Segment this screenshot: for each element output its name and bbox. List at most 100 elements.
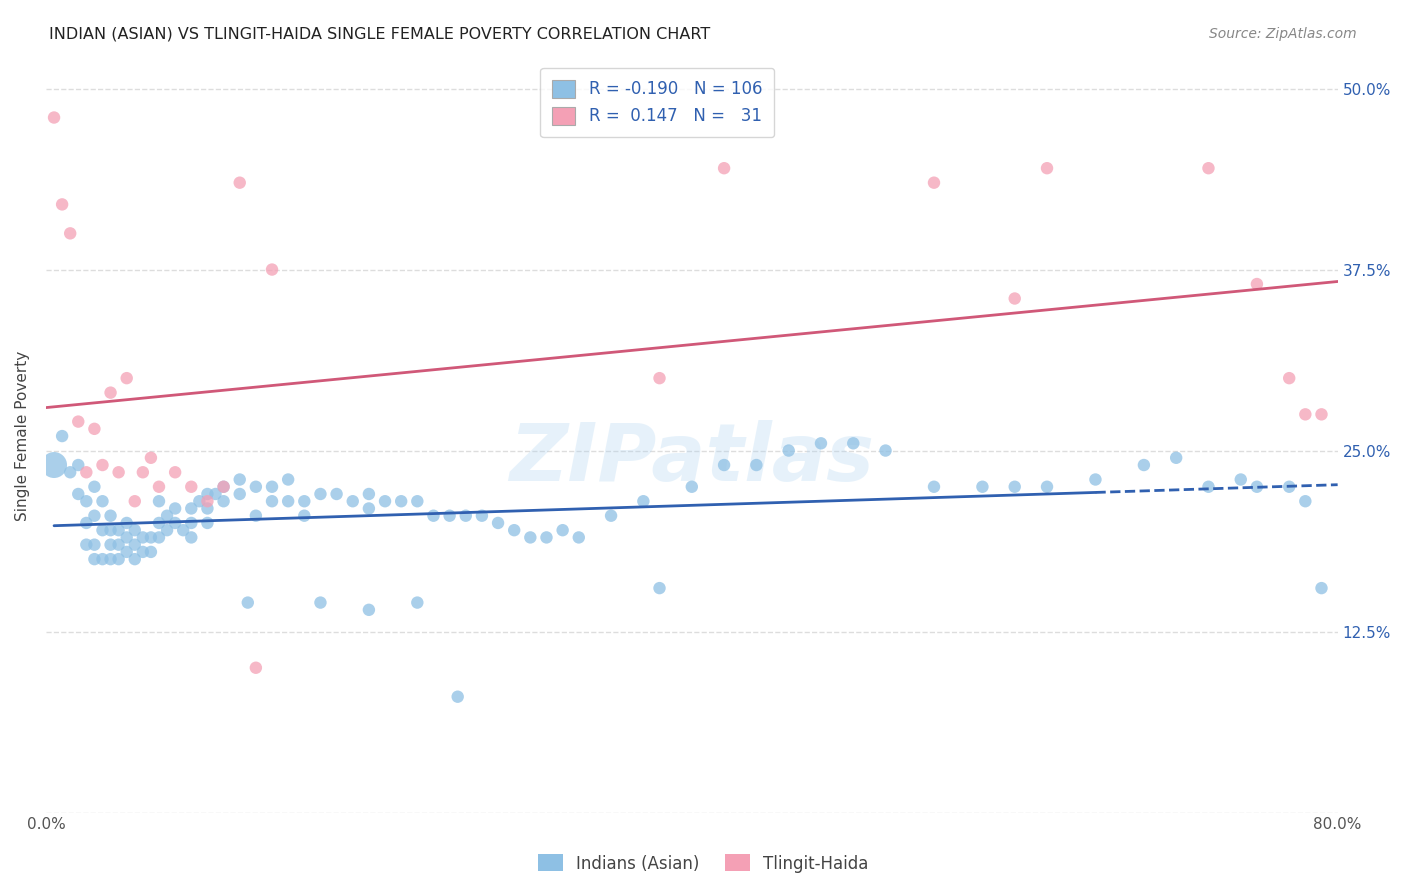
- Legend: R = -0.190   N = 106, R =  0.147   N =   31: R = -0.190 N = 106, R = 0.147 N = 31: [540, 68, 773, 137]
- Point: [260, 262, 283, 277]
- Point: [389, 494, 412, 508]
- Point: [1198, 480, 1220, 494]
- Text: Source: ZipAtlas.com: Source: ZipAtlas.com: [1209, 27, 1357, 41]
- Point: [67, 487, 90, 501]
- Point: [83, 538, 105, 552]
- Point: [180, 501, 202, 516]
- Point: [75, 494, 97, 508]
- Point: [778, 443, 800, 458]
- Point: [357, 487, 380, 501]
- Point: [503, 523, 526, 537]
- Point: [713, 458, 735, 472]
- Point: [1036, 480, 1059, 494]
- Point: [42, 458, 65, 472]
- Point: [124, 552, 146, 566]
- Point: [568, 530, 591, 544]
- Point: [156, 523, 179, 537]
- Point: [228, 487, 250, 501]
- Point: [1294, 494, 1316, 508]
- Point: [75, 538, 97, 552]
- Point: [633, 494, 655, 508]
- Point: [1310, 581, 1333, 595]
- Point: [148, 480, 170, 494]
- Point: [148, 494, 170, 508]
- Point: [59, 465, 82, 479]
- Point: [107, 523, 129, 537]
- Point: [91, 523, 114, 537]
- Point: [1278, 480, 1301, 494]
- Point: [1133, 458, 1156, 472]
- Point: [188, 494, 211, 508]
- Point: [1229, 473, 1251, 487]
- Point: [648, 371, 671, 385]
- Point: [139, 450, 162, 465]
- Point: [67, 458, 90, 472]
- Point: [245, 480, 267, 494]
- Point: [124, 523, 146, 537]
- Point: [204, 487, 226, 501]
- Point: [277, 494, 299, 508]
- Point: [197, 501, 219, 516]
- Point: [309, 596, 332, 610]
- Point: [83, 508, 105, 523]
- Point: [83, 552, 105, 566]
- Point: [228, 176, 250, 190]
- Point: [325, 487, 347, 501]
- Point: [447, 690, 470, 704]
- Point: [236, 596, 259, 610]
- Point: [197, 494, 219, 508]
- Point: [260, 480, 283, 494]
- Point: [519, 530, 541, 544]
- Point: [100, 508, 122, 523]
- Point: [245, 661, 267, 675]
- Point: [309, 487, 332, 501]
- Point: [810, 436, 832, 450]
- Point: [51, 197, 73, 211]
- Point: [228, 473, 250, 487]
- Y-axis label: Single Female Poverty: Single Female Poverty: [15, 351, 30, 521]
- Point: [91, 494, 114, 508]
- Point: [1166, 450, 1188, 465]
- Point: [342, 494, 364, 508]
- Point: [454, 508, 477, 523]
- Point: [107, 538, 129, 552]
- Point: [139, 545, 162, 559]
- Point: [132, 545, 155, 559]
- Point: [115, 545, 138, 559]
- Point: [83, 422, 105, 436]
- Point: [59, 227, 82, 241]
- Point: [180, 516, 202, 530]
- Point: [374, 494, 396, 508]
- Point: [357, 501, 380, 516]
- Point: [922, 176, 945, 190]
- Point: [277, 473, 299, 487]
- Point: [139, 530, 162, 544]
- Point: [115, 516, 138, 530]
- Point: [67, 415, 90, 429]
- Point: [245, 508, 267, 523]
- Point: [292, 508, 315, 523]
- Point: [1246, 480, 1268, 494]
- Point: [100, 523, 122, 537]
- Point: [51, 429, 73, 443]
- Point: [75, 516, 97, 530]
- Point: [681, 480, 703, 494]
- Point: [1246, 277, 1268, 291]
- Point: [600, 508, 623, 523]
- Point: [100, 552, 122, 566]
- Point: [165, 465, 187, 479]
- Point: [124, 538, 146, 552]
- Point: [107, 465, 129, 479]
- Point: [132, 465, 155, 479]
- Point: [745, 458, 768, 472]
- Point: [156, 508, 179, 523]
- Point: [107, 552, 129, 566]
- Point: [972, 480, 994, 494]
- Point: [551, 523, 574, 537]
- Point: [100, 385, 122, 400]
- Point: [1004, 292, 1026, 306]
- Point: [180, 530, 202, 544]
- Point: [1310, 408, 1333, 422]
- Point: [172, 523, 194, 537]
- Point: [922, 480, 945, 494]
